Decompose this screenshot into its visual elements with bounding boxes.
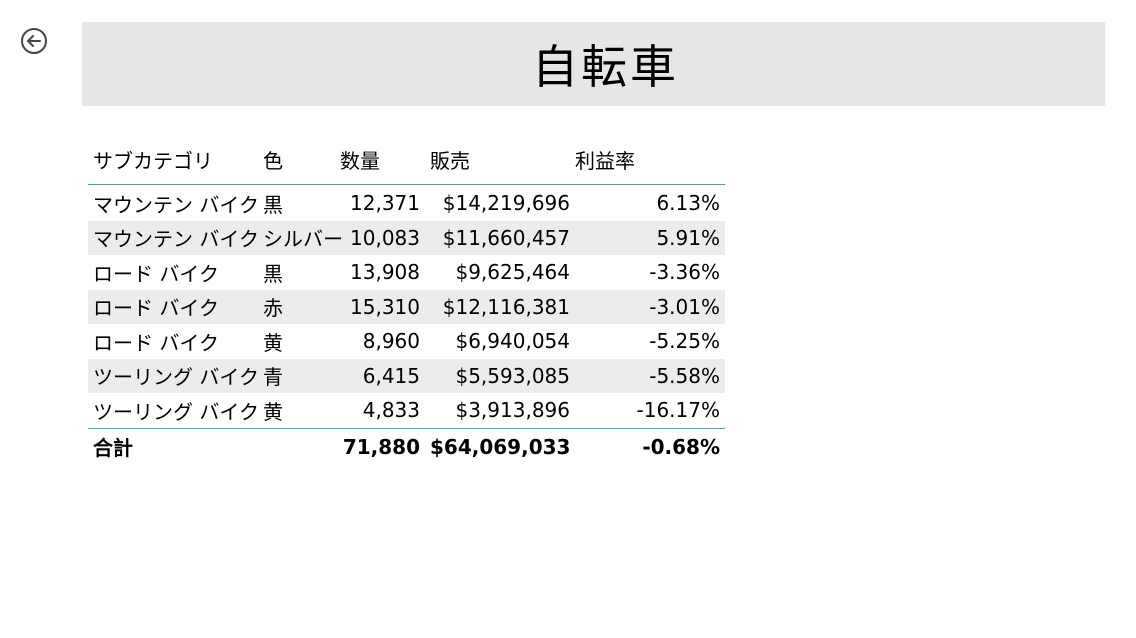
title-bar: 自転車 — [82, 22, 1105, 106]
cell-margin: 6.13% — [656, 191, 720, 216]
total-quantity: 71,880 — [335, 427, 425, 465]
total-label: 合計 — [88, 427, 258, 465]
column-header-margin[interactable]: 利益率 — [575, 134, 725, 185]
cell-margin: -5.25% — [649, 329, 720, 354]
cell-sales: $9,625,464 — [455, 260, 570, 285]
table-row: マウンテン バイク 黒 12,371 $14,219,696 6.13% — [88, 185, 725, 221]
cell-subcategory: ロード バイク — [88, 289, 258, 324]
table-row: ツーリング バイク 黄 4,833 $3,913,896 -16.17% — [88, 393, 725, 428]
cell-quantity: 4,833 — [362, 398, 420, 423]
cell-quantity: 8,960 — [362, 329, 420, 354]
column-header-subcategory[interactable]: サブカテゴリ — [88, 134, 258, 185]
cell-sales: $12,116,381 — [425, 289, 575, 324]
cell-quantity: 6,415 — [335, 358, 425, 393]
table-row: マウンテン バイク シルバー 10,083 $11,660,457 5.91% — [88, 220, 725, 255]
total-margin: -0.68% — [575, 427, 725, 465]
cell-subcategory: ロード バイク — [93, 261, 219, 286]
table-row: ロード バイク 赤 15,310 $12,116,381 -3.01% — [88, 289, 725, 324]
cell-color: 黄 — [263, 330, 283, 355]
cell-margin: 5.91% — [575, 220, 725, 255]
circle-arrow-left-icon — [21, 28, 47, 54]
cell-sales: $14,219,696 — [442, 191, 570, 216]
cell-subcategory: ロード バイク — [93, 330, 219, 355]
cell-quantity: 12,371 — [350, 191, 420, 216]
table-row: ロード バイク 黄 8,960 $6,940,054 -5.25% — [88, 324, 725, 359]
back-button[interactable] — [20, 27, 48, 55]
cell-color: シルバー — [258, 220, 343, 255]
cell-margin: -3.01% — [575, 289, 725, 324]
cell-sales: $11,660,457 — [425, 220, 575, 255]
total-sales: $64,069,033 — [425, 427, 575, 465]
page-title: 自転車 — [532, 40, 679, 94]
table-row: ツーリング バイク 青 6,415 $5,593,085 -5.58% — [88, 358, 725, 393]
cell-margin: -5.58% — [575, 358, 725, 393]
table-header-row: サブカテゴリ 色 数量 販売 利益率 — [88, 134, 725, 185]
sales-table: サブカテゴリ 色 数量 販売 利益率 マウンテン バイク 黒 12,371 $1… — [88, 134, 725, 465]
table-row: ロード バイク 黒 13,908 $9,625,464 -3.36% — [88, 255, 725, 290]
cell-color: 赤 — [258, 289, 335, 324]
sales-table-container: サブカテゴリ 色 数量 販売 利益率 マウンテン バイク 黒 12,371 $1… — [88, 134, 725, 465]
column-header-quantity[interactable]: 数量 — [335, 134, 425, 185]
table-total-row: 合計 71,880 $64,069,033 -0.68% — [88, 427, 725, 465]
column-header-sales[interactable]: 販売 — [425, 134, 575, 185]
cell-sales: $6,940,054 — [455, 329, 570, 354]
cell-subcategory: ツーリング バイク — [88, 358, 259, 393]
cell-sales: $3,913,896 — [455, 398, 570, 423]
cell-subcategory: マウンテン バイク — [88, 220, 259, 255]
cell-color: 青 — [258, 358, 335, 393]
cell-color: 黄 — [263, 399, 283, 424]
total-color — [258, 427, 335, 465]
cell-quantity: 15,310 — [335, 289, 425, 324]
cell-subcategory: ツーリング バイク — [93, 399, 259, 424]
cell-quantity: 13,908 — [350, 260, 420, 285]
cell-color: 黒 — [263, 261, 283, 286]
cell-margin: -3.36% — [649, 260, 720, 285]
cell-color: 黒 — [263, 192, 283, 217]
cell-sales: $5,593,085 — [425, 358, 575, 393]
cell-margin: -16.17% — [636, 398, 720, 423]
cell-subcategory: マウンテン バイク — [93, 192, 259, 217]
column-header-color[interactable]: 色 — [258, 134, 335, 185]
cell-quantity: 10,083 — [335, 220, 425, 255]
